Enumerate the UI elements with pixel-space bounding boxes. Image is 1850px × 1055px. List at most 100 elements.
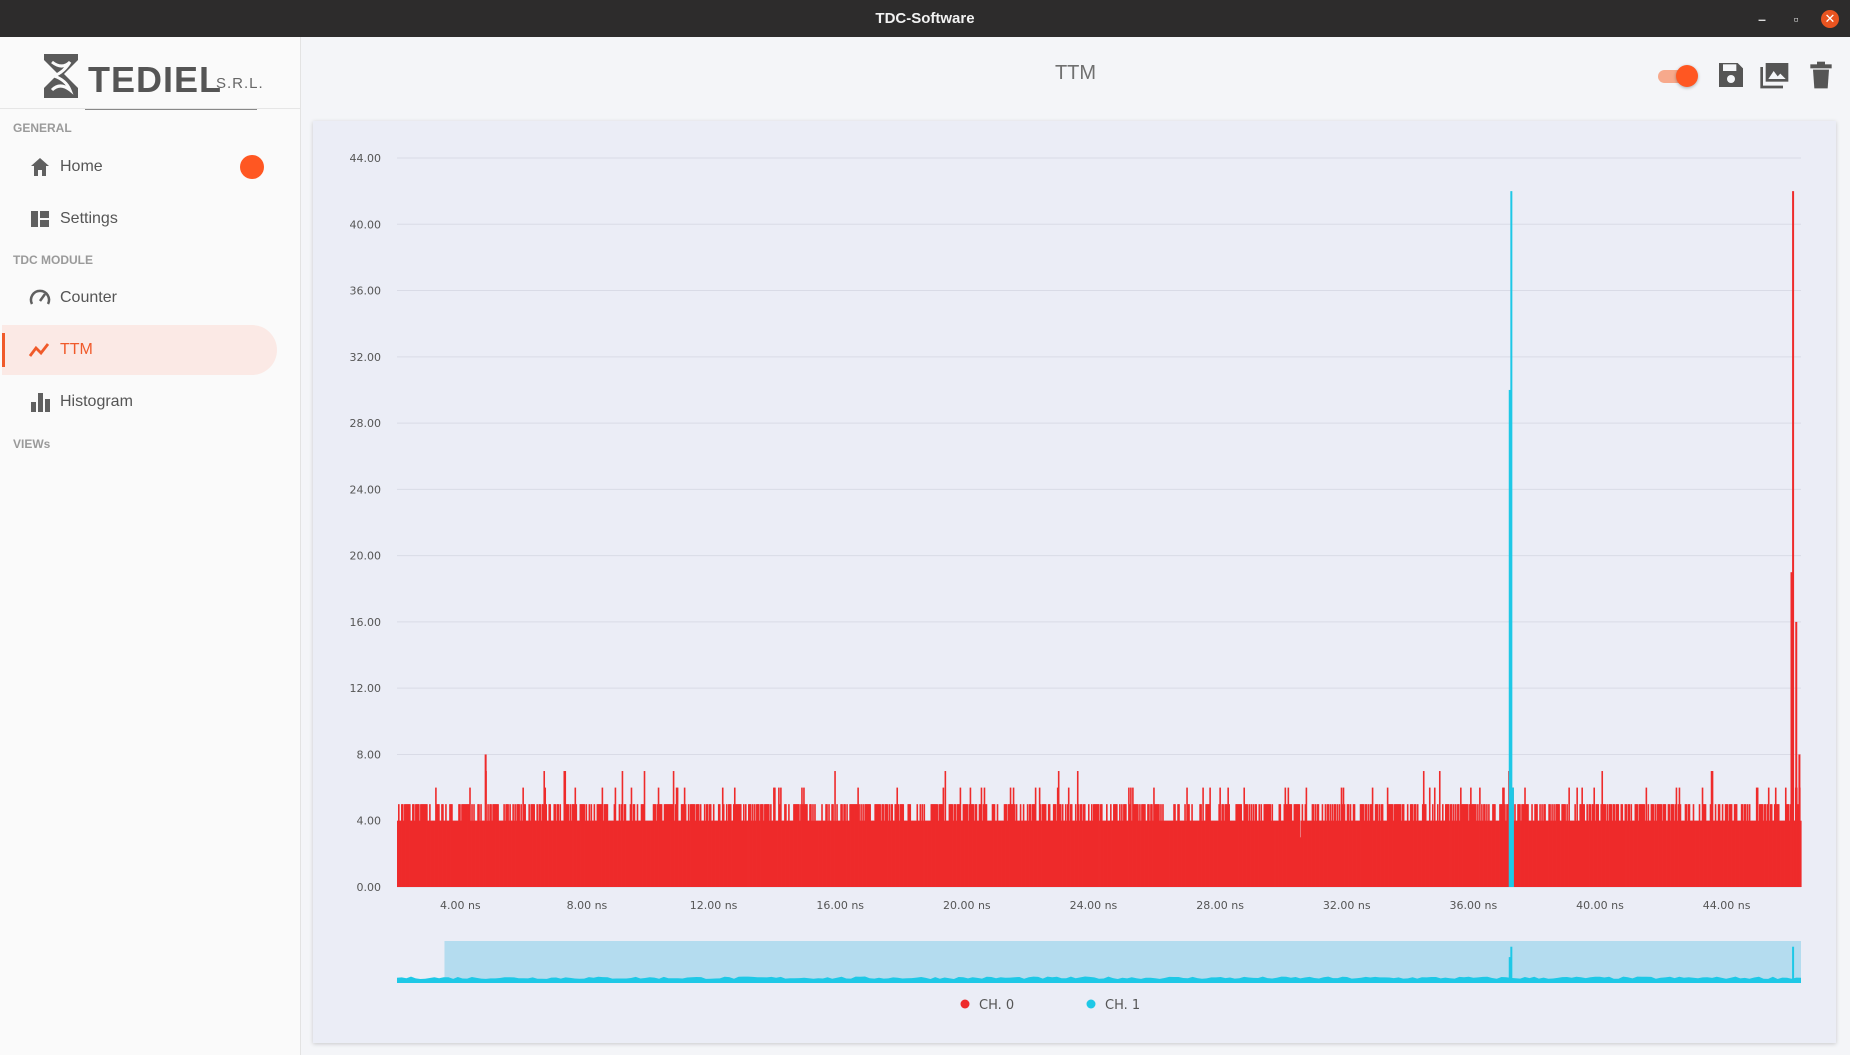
ch0-bar [1254, 804, 1257, 887]
ch0-bar [1472, 804, 1474, 887]
ch0-bar [780, 787, 782, 887]
sidebar-item-ttm[interactable]: TTM [2, 325, 277, 375]
ch0-bar [1233, 820, 1235, 887]
restore-icon[interactable]: ▫ [1793, 11, 1799, 27]
ch0-bar [1286, 804, 1289, 887]
ch0-bar [1092, 804, 1095, 887]
ch0-bar [598, 804, 601, 887]
ch0-bar [1069, 804, 1072, 887]
ch0-bar [423, 804, 425, 887]
ch0-bar [860, 804, 862, 887]
ch0-bar [1749, 820, 1752, 887]
ch0-bar [1103, 820, 1105, 887]
sidebar-item-counter[interactable]: Counter [2, 273, 277, 323]
ch0-bar [641, 804, 644, 887]
ch0-bar [521, 820, 523, 887]
ch0-bar [553, 804, 556, 887]
ch0-bar [1484, 804, 1486, 887]
ch0-bar [1187, 804, 1189, 887]
live-toggle[interactable] [1658, 65, 1698, 87]
ch0-bar [479, 820, 481, 887]
close-icon[interactable]: ✕ [1821, 10, 1839, 28]
ch0-bar [1453, 804, 1455, 887]
ch0-bar [1375, 804, 1378, 887]
ch0-bar [411, 820, 413, 887]
ch0-bar [1218, 804, 1220, 887]
ch0-bar [1245, 804, 1248, 887]
ch0-bar [462, 804, 464, 887]
ch0-bar [1342, 787, 1345, 887]
ch0-peak-bar [1798, 754, 1801, 887]
ch0-bar [1443, 820, 1446, 887]
ch0-bar [443, 820, 445, 887]
ch0-bar [695, 804, 698, 887]
ch0-bar [1536, 804, 1538, 887]
ch0-bar [974, 804, 977, 887]
ch0-bar [1360, 804, 1363, 887]
ch0-bar [1658, 804, 1661, 887]
ch0-bar [1328, 820, 1331, 887]
ttm-chart[interactable]: 0.00 4.00 8.00 12.00 16.00 20.00 24.00 28.00 32.… [313, 121, 1836, 1043]
ch0-bar [654, 804, 657, 887]
ch0-bar [1380, 804, 1383, 887]
ch0-bar [702, 820, 705, 887]
ch0-bar [515, 820, 517, 887]
navigator-peak [1792, 946, 1795, 983]
ch0-bar [894, 804, 897, 887]
ch0-bar [1583, 804, 1585, 887]
ch0-bar [1645, 787, 1648, 887]
ch0-bar [1265, 804, 1268, 887]
ch0-bar [530, 804, 532, 887]
ch0-bar [856, 804, 858, 887]
ch0-bar [1174, 804, 1176, 887]
ch0-bar [1272, 820, 1275, 887]
ch0-bar [1172, 820, 1174, 887]
ch0-bar [674, 804, 677, 887]
ch0-bar [1600, 804, 1603, 887]
ch0-bar [1628, 804, 1631, 887]
ch0-bar [1656, 804, 1659, 887]
legend-label: CH. 1 [1105, 998, 1140, 1013]
ch0-bar [1209, 787, 1211, 887]
ch0-bar [1164, 820, 1166, 887]
ch0-bar [1075, 820, 1078, 887]
ch0-bar [1162, 804, 1164, 887]
ch0-bar [1131, 820, 1133, 887]
ch0-bar [1442, 820, 1445, 887]
ch0-bar [972, 804, 975, 887]
ch0-bar [842, 820, 844, 887]
ch0-bar [1530, 820, 1532, 887]
sidebar-item-histogram[interactable]: Histogram [2, 377, 277, 427]
ch0-bar [424, 804, 426, 887]
ch0-bar [916, 804, 919, 887]
y-tick-label: 0.00 [357, 881, 382, 894]
ch0-bar [1048, 804, 1051, 887]
ch0-bar [1349, 804, 1352, 887]
ch0-bar [557, 804, 560, 887]
ch0-bar [1557, 804, 1559, 887]
ch0-bar [505, 804, 507, 887]
ch0-bar [1506, 804, 1508, 887]
ch0-bar [1106, 804, 1108, 887]
ch0-bar [1412, 820, 1415, 887]
ch0-bar [602, 820, 605, 887]
ch0-bar [1296, 804, 1299, 887]
ch0-bar [420, 804, 422, 887]
ch0-bar [592, 820, 595, 887]
delete-icon[interactable] [1805, 59, 1837, 91]
ch0-bar [1109, 820, 1111, 887]
ch0-bar [1334, 804, 1337, 887]
brand-suffix: S.R.L. [216, 75, 264, 92]
save-icon[interactable] [1715, 59, 1747, 91]
ch0-bar [584, 820, 587, 887]
sidebar-item-settings[interactable]: Settings [2, 194, 277, 244]
export-image-icon[interactable] [1759, 59, 1791, 91]
ch0-bar [1219, 787, 1221, 887]
ch0-bar [977, 820, 980, 887]
ch0-bar [1520, 820, 1522, 887]
sidebar-item-home[interactable]: Home [2, 142, 277, 192]
minimize-icon[interactable]: – [1758, 11, 1766, 27]
ch0-bar [497, 804, 499, 887]
ch0-bar [427, 820, 429, 887]
ch0-bar [636, 804, 639, 887]
